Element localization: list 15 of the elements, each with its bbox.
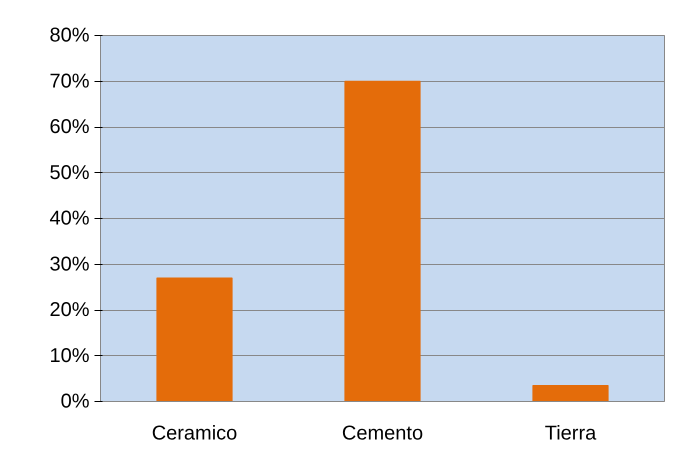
y-tick-label: 10% [49, 344, 90, 367]
bar [344, 80, 421, 402]
y-tick-label: 20% [49, 299, 90, 321]
bar [156, 277, 233, 402]
y-tick-label: 40% [49, 208, 90, 230]
x-tick-label: Tierra [544, 422, 598, 444]
y-tick-label: 70% [49, 70, 90, 92]
y-tick-label: 0% [60, 390, 90, 412]
bar [532, 384, 609, 402]
y-tick-label: 50% [49, 162, 90, 184]
y-tick-label: 80% [49, 24, 90, 46]
x-tick-label: Ceramico [152, 422, 238, 444]
y-tick-label: 30% [49, 253, 90, 276]
x-tick-label: Cemento [342, 422, 424, 444]
y-tick-label: 60% [49, 116, 90, 138]
